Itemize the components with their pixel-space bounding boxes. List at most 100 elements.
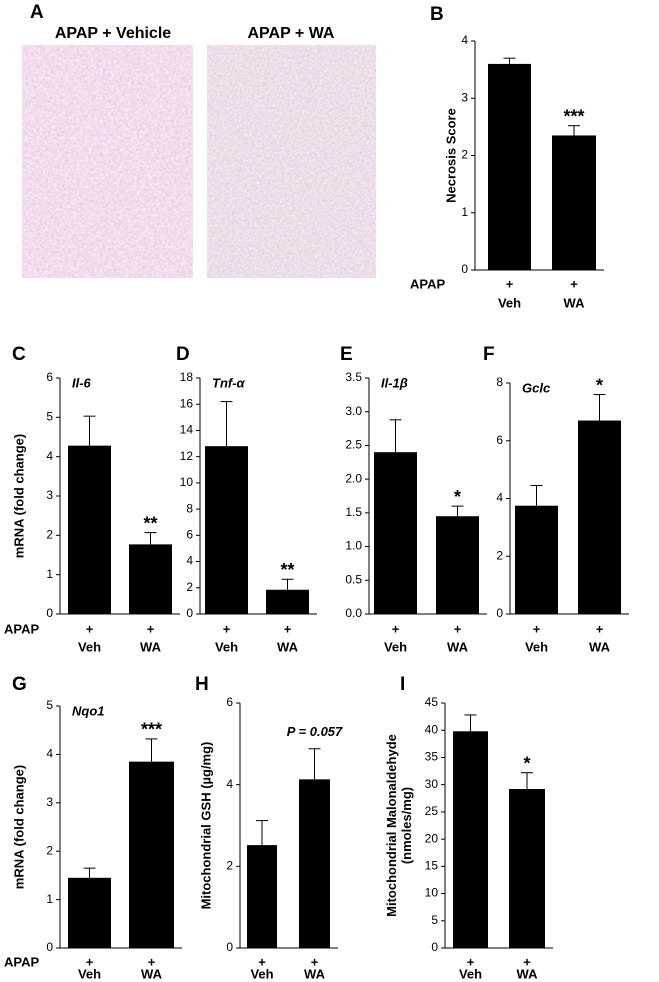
y-tick-label: 2 (46, 528, 53, 542)
treatment-mark: + (311, 954, 319, 969)
y-axis-label: Mitochondrial Malonaldehyde (384, 734, 399, 917)
bar (436, 516, 479, 614)
y-tick-label: 4 (46, 449, 53, 463)
y-tick-label: 0 (46, 606, 53, 620)
y-tick-label: 3.5 (345, 370, 362, 384)
x-tick-label: WA (564, 295, 586, 310)
significance: *** (141, 720, 162, 740)
y-tick-label: 0 (226, 940, 233, 954)
significance: * (454, 487, 461, 507)
y-tick-label: 3 (46, 488, 53, 502)
bar (552, 135, 596, 270)
bar (515, 505, 558, 614)
y-tick-label: 1.0 (345, 539, 362, 553)
y-tick-label: 12 (180, 449, 194, 463)
y-axis-label: Necrosis Score (443, 108, 458, 203)
y-tick-label: 5 (46, 410, 53, 424)
y-tick-label: 2 (186, 580, 193, 594)
treatment-mark: + (86, 954, 94, 969)
significance: *** (563, 106, 584, 126)
y-tick-label: 6 (186, 528, 193, 542)
y-tick-label: 16 (180, 396, 194, 410)
bar (453, 731, 488, 948)
treatment-mark: + (284, 621, 292, 636)
y-axis-label: (nmoles/mg) (399, 787, 414, 864)
bar (205, 446, 248, 614)
y-tick-label: 3 (461, 90, 468, 104)
y-tick-label: 0 (431, 940, 438, 954)
panel-label: H (195, 674, 209, 695)
gene-label: Tnf-α (212, 375, 246, 390)
x-tick-label: Veh (459, 966, 482, 981)
x-tick-label: Veh (215, 639, 238, 654)
y-tick-label: 3.0 (345, 404, 362, 418)
y-tick-label: 2 (46, 843, 53, 857)
group-label: APAP (410, 276, 445, 291)
significance: ** (143, 513, 157, 533)
y-tick-label: 1.5 (345, 505, 362, 519)
treatment-mark: + (148, 954, 156, 969)
x-tick-label: Veh (384, 639, 407, 654)
treatment-mark: + (147, 621, 155, 636)
group-label: APAP (4, 621, 39, 636)
y-tick-label: 2.5 (345, 438, 362, 452)
bar (488, 63, 531, 271)
x-tick-label: WA (517, 966, 539, 981)
bar (68, 877, 111, 948)
image-title: APAP + Vehicle (55, 25, 171, 42)
panel-label: B (430, 4, 444, 25)
y-axis-label: mRNA (fold change) (11, 765, 26, 889)
y-tick-label: 8 (186, 501, 193, 515)
treatment-mark: + (223, 621, 231, 636)
y-tick-label: 14 (180, 423, 194, 437)
y-tick-label: 35 (425, 750, 439, 764)
gene-label: Nqo1 (72, 703, 105, 718)
y-tick-label: 2 (226, 859, 233, 873)
y-tick-label: 5 (46, 698, 53, 712)
y-tick-label: 6 (226, 695, 233, 709)
y-tick-label: 2.0 (345, 471, 362, 485)
x-tick-label: WA (277, 639, 299, 654)
significance: ** (280, 560, 294, 580)
bar (266, 589, 309, 614)
y-tick-label: 4 (461, 33, 468, 47)
y-tick-label: 1 (46, 567, 53, 581)
panel-label: I (400, 674, 405, 695)
y-axis-label: Mitochondrial GSH (µg/mg) (198, 742, 213, 910)
gene-label: Il-1β (381, 375, 408, 390)
panel-label: A (30, 2, 44, 23)
y-tick-label: 5 (431, 913, 438, 927)
treatment-mark: + (596, 621, 604, 636)
y-axis-label: mRNA (fold change) (11, 434, 26, 558)
histology-image (206, 44, 377, 279)
y-tick-label: 4 (46, 747, 53, 761)
x-tick-label: WA (447, 639, 469, 654)
y-tick-label: 8 (496, 375, 503, 389)
x-tick-label: WA (141, 966, 163, 981)
x-tick-label: WA (589, 639, 611, 654)
gene-label: Il-6 (72, 375, 92, 390)
bar (247, 845, 277, 948)
panel-label: G (12, 674, 27, 695)
y-tick-label: 0.5 (345, 572, 362, 586)
y-tick-label: 18 (180, 370, 194, 384)
panel-label: F (483, 344, 495, 365)
y-tick-label: 15 (425, 859, 439, 873)
bar (578, 420, 621, 614)
y-tick-label: 45 (425, 695, 439, 709)
y-tick-label: 10 (180, 475, 194, 489)
y-tick-label: 3 (46, 795, 53, 809)
treatment-mark: + (523, 954, 531, 969)
image-title: APAP + WA (248, 25, 335, 42)
treatment-mark: + (454, 621, 462, 636)
y-tick-label: 6 (496, 433, 503, 447)
treatment-mark: + (506, 276, 514, 291)
significance: P = 0.057 (287, 724, 343, 739)
y-tick-label: 0.0 (345, 606, 362, 620)
treatment-mark: + (86, 621, 94, 636)
x-tick-label: Veh (78, 966, 101, 981)
bar (129, 544, 172, 614)
histology-image (21, 44, 194, 279)
y-tick-label: 1 (461, 205, 468, 219)
